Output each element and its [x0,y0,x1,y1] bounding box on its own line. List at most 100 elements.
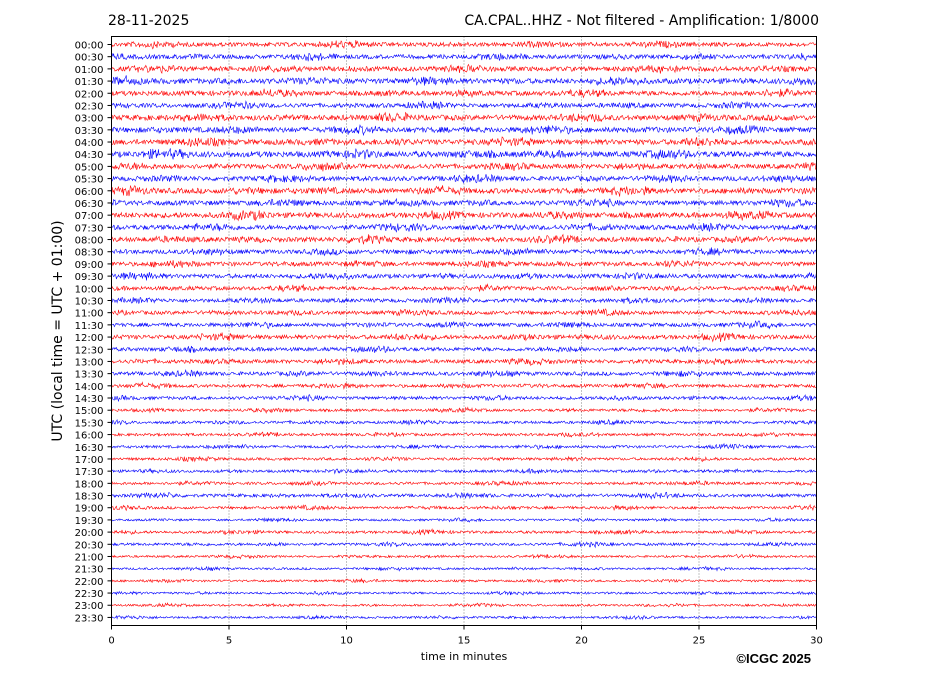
seismic-trace-0000 [111,40,817,50]
y-tick-label: 23:30 [75,613,104,624]
y-tick-label: 00:30 [75,53,104,64]
seismic-trace-1700 [111,455,817,463]
y-tick-label: 18:30 [75,492,104,503]
seismic-trace-2300 [111,602,817,608]
seismic-trace-2030 [111,540,817,549]
seismic-trace-1600 [111,431,817,438]
y-axis-label: UTC (local time = UTC + 01:00) [50,220,66,441]
seismic-trace-1300 [111,357,817,367]
station-title: CA.CPAL..HHZ - Not filtered - Amplificat… [464,13,819,29]
date-title: 28-11-2025 [108,13,189,29]
y-tick-label: 04:30 [75,150,104,161]
seismic-trace-2330 [111,614,817,621]
seismic-trace-0930 [111,271,817,281]
y-tick-label: 20:00 [75,528,104,539]
y-tick-label: 13:00 [75,357,104,368]
seismic-trace-1930 [111,517,817,523]
seismic-trace-2230 [111,590,817,596]
y-tick-label: 20:30 [75,540,104,551]
y-tick-label: 17:30 [75,467,104,478]
seismic-trace-1200 [111,332,817,343]
y-tick-label: 14:30 [75,394,104,405]
seismic-trace-2200 [111,577,817,584]
seismic-trace-0100 [111,63,817,75]
seismic-trace-2000 [111,528,817,536]
y-tick-label: 12:30 [75,345,104,356]
x-axis-label: time in minutes [421,650,508,663]
y-tick-label: 04:00 [75,138,104,149]
seismic-trace-0130 [111,75,817,87]
x-axis: 0 5 10 15 20 25 30 [108,625,823,647]
seismic-trace-1000 [111,283,817,293]
y-tick-label: 02:30 [75,101,104,112]
seismic-trace-1130 [111,320,817,330]
seismic-trace-1630 [111,442,817,450]
y-tick-label: 03:30 [75,126,104,137]
seismic-trace-0400 [111,136,817,148]
grid [228,36,700,626]
seismic-trace-1830 [111,491,817,500]
y-tick-label: 08:30 [75,248,104,259]
seismic-trace-0630 [111,197,817,208]
seismic-trace-0330 [111,124,817,137]
seismic-trace-2130 [111,565,817,572]
seismic-trace-0600 [111,184,817,197]
seismic-trace-0500 [111,161,817,172]
seismic-trace-1030 [111,296,817,305]
seismic-trace-0900 [111,259,817,269]
y-tick-label: 19:00 [75,504,104,515]
y-tick-label: 11:00 [75,309,104,320]
seismic-trace-1530 [111,418,817,426]
y-tick-label: 19:30 [75,516,104,527]
seismic-trace-1800 [111,479,817,487]
x-tick-label: 15 [458,636,471,647]
seismic-trace-2100 [111,553,817,560]
seismic-trace-0730 [111,222,817,233]
y-tick-label: 21:30 [75,565,104,576]
seismic-trace-1400 [111,381,817,390]
y-tick-label: 11:30 [75,321,104,332]
y-tick-label: 03:00 [75,114,104,125]
x-tick-label: 30 [810,636,823,647]
seismic-trace-0530 [111,174,817,185]
y-tick-label: 09:00 [75,260,104,271]
seismic-trace-0300 [111,111,817,123]
seismic-trace-0230 [111,100,817,110]
x-tick-label: 5 [226,636,232,647]
y-tick-label: 17:00 [75,455,104,466]
y-tick-label: 16:30 [75,443,104,454]
seismic-trace-1500 [111,406,817,414]
y-tick-label: 06:30 [75,199,104,210]
x-tick-label: 20 [575,636,588,647]
y-tick-label: 22:00 [75,577,104,588]
y-tick-label: 15:30 [75,418,104,429]
seismic-trace-1230 [111,345,817,354]
seismic-trace-1430 [111,394,817,403]
x-tick-label: 25 [693,636,706,647]
y-tick-label: 21:00 [75,552,104,563]
x-tick-label: 0 [108,636,114,647]
seismic-trace-1730 [111,467,817,475]
y-tick-label: 02:00 [75,89,104,100]
y-tick-label: 10:30 [75,296,104,307]
seismic-trace-1900 [111,503,817,512]
seismic-trace-1100 [111,308,817,317]
y-tick-label: 12:00 [75,333,104,344]
plot-frame [111,36,817,626]
seismic-trace-0700 [111,210,817,222]
y-tick-label: 05:00 [75,162,104,173]
copyright: ©ICGC 2025 [736,651,811,666]
x-tick-label: 10 [340,636,353,647]
y-tick-label: 06:00 [75,187,104,198]
y-tick-label: 22:30 [75,589,104,600]
seismic-trace-1330 [111,369,817,379]
y-tick-label: 15:00 [75,406,104,417]
y-tick-label: 05:30 [75,175,104,186]
traces [111,40,817,621]
y-tick-label: 14:00 [75,382,104,393]
seismic-trace-0830 [111,247,817,257]
seismic-trace-0800 [111,233,817,245]
y-tick-label: 00:00 [75,41,104,52]
seismic-trace-0030 [111,52,817,62]
